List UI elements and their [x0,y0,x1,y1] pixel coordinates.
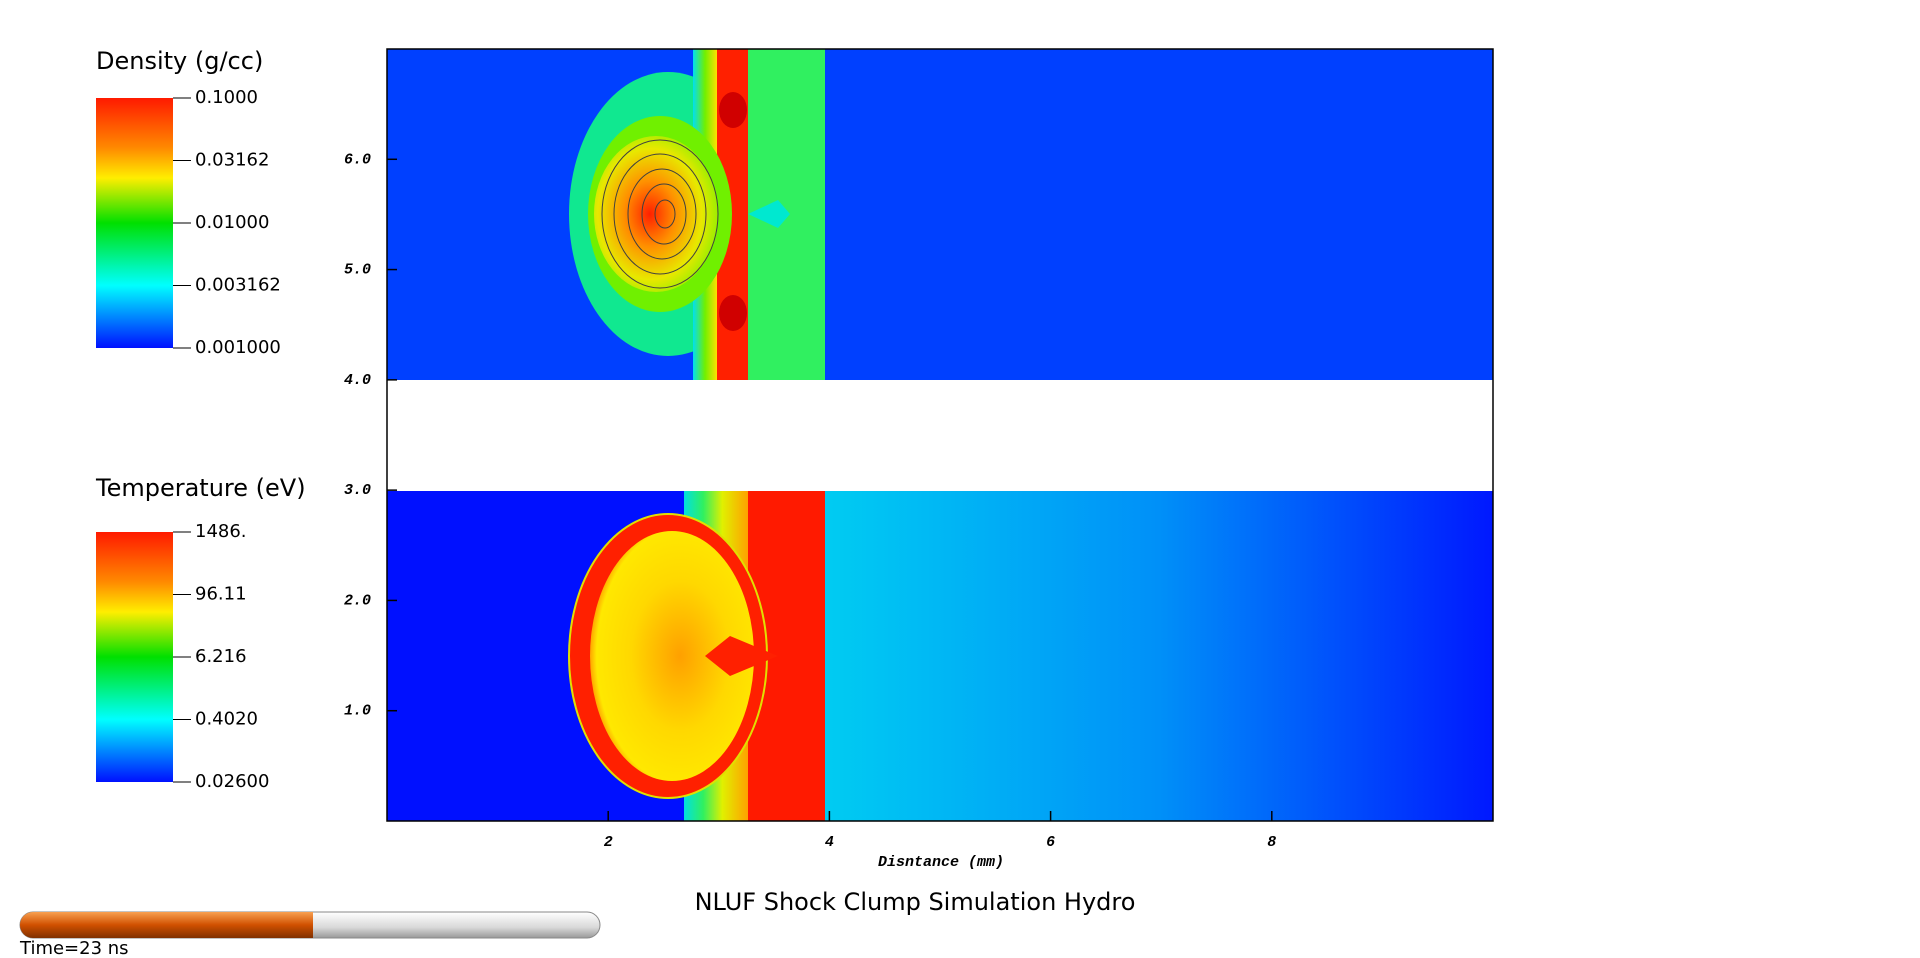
colorbar-tick-label: 0.1000 [195,87,258,108]
colorbar-tick-label: 96.11 [195,583,247,604]
colorbar-tick-label: 0.01000 [195,212,269,233]
time-slider [19,911,601,939]
colorbar-tick-label: 0.02600 [195,771,269,792]
chart-title: NLUF Shock Clump Simulation Hydro [695,888,1136,916]
x-tick-label: 2 [604,834,613,851]
colorbar-tick-label: 6.216 [195,646,247,667]
x-tick-label: 8 [1267,834,1276,851]
plot-frame [386,48,1494,822]
x-tick-label: 6 [1046,834,1055,851]
y-tick-label: 5.0 [344,262,371,279]
colorbar-tick-label: 1486. [195,521,247,542]
colorbar-tick-label: 0.4020 [195,709,258,730]
colorbar-tick-label: 0.003162 [195,275,281,296]
y-tick-label: 4.0 [344,372,371,389]
x-tick-label: 4 [825,834,834,851]
temperature-field [387,491,1493,821]
y-tick-label: 3.0 [344,482,371,499]
legend-title: Temperature (eV) [95,474,306,502]
time-label: Time=23 ns [19,938,129,958]
legend-title: Density (g/cc) [96,47,263,75]
colorbar-tick-label: 0.03162 [195,150,269,171]
colorbar [96,98,173,348]
density-field [387,49,1493,380]
colorbar [96,532,173,782]
y-tick-label: 2.0 [344,592,371,609]
y-tick-label: 6.0 [344,151,371,168]
y-tick-label: 1.0 [344,703,371,720]
x-axis-label: Disntance (mm) [878,854,1004,871]
colorbar-tick-label: 0.001000 [195,337,281,358]
